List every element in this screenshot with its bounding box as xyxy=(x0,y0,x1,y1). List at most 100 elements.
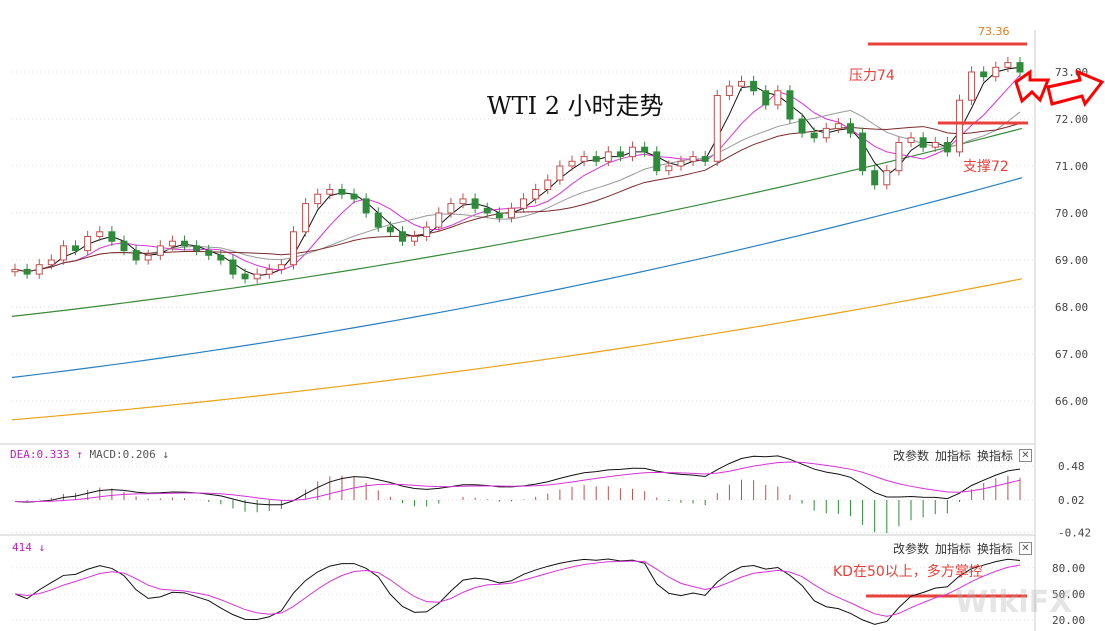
candle-body xyxy=(834,123,842,129)
kd-close-button[interactable]: ✕ xyxy=(1019,542,1032,555)
price-tick: 71.00 xyxy=(1055,160,1088,173)
price-tick: 70.00 xyxy=(1055,207,1088,220)
price-tick: 69.00 xyxy=(1055,254,1088,267)
kd-note: KD在50以上，多方掌控 xyxy=(833,564,983,580)
candle-body xyxy=(447,203,455,214)
candle-body xyxy=(992,66,1000,78)
candle-body xyxy=(883,170,891,186)
candle-body xyxy=(108,231,116,242)
candle-body xyxy=(181,240,189,247)
candle-body xyxy=(641,146,649,153)
candle-body xyxy=(495,212,503,219)
candle-body xyxy=(544,179,552,191)
candle-body xyxy=(326,189,334,195)
arrow-down-right-icon xyxy=(1014,69,1051,104)
watermark: WikiFX xyxy=(955,585,1073,620)
kd-tick: 50.00 xyxy=(1052,588,1085,601)
kd-change-params-button[interactable]: 改参数 xyxy=(893,542,930,556)
candle-body xyxy=(289,231,297,266)
candle-body xyxy=(520,198,528,209)
candle-body xyxy=(144,254,152,261)
candle-body xyxy=(725,85,733,96)
candle-body xyxy=(156,245,164,256)
candle-body xyxy=(132,250,140,261)
candle-body xyxy=(374,212,382,228)
candle-body xyxy=(120,240,128,252)
candle-body xyxy=(677,160,685,167)
price-tick: 72.00 xyxy=(1055,113,1088,126)
candle-body xyxy=(713,95,721,162)
candle-body xyxy=(411,236,419,242)
candle-body xyxy=(629,146,637,158)
candle-body xyxy=(507,207,515,219)
support-label: 支撑72 xyxy=(963,159,1009,175)
candle-body xyxy=(665,165,673,172)
candle-body xyxy=(47,259,55,266)
candle-body xyxy=(810,132,818,139)
candle-body xyxy=(483,207,491,214)
ma-line-18 xyxy=(14,122,1021,273)
macd-down-arrow-icon: ↓ xyxy=(162,448,169,461)
candle-body xyxy=(59,245,67,261)
candle-body xyxy=(471,198,479,209)
candle-body xyxy=(738,80,746,87)
candle-body xyxy=(750,80,758,92)
candle-body xyxy=(253,273,261,280)
k-line xyxy=(14,558,1021,625)
candle-body xyxy=(193,245,201,252)
dea-value: DEA:0.333 ↑ MACD:0.206 ↓ xyxy=(10,448,169,461)
candle-body xyxy=(798,118,806,134)
candle-body xyxy=(604,151,612,162)
ma-line-orange xyxy=(11,278,1023,421)
kd-add-indicator-button[interactable]: 加指标 xyxy=(935,542,972,556)
candle-body xyxy=(846,123,854,134)
kd-value: 414 ↓ xyxy=(12,541,45,554)
arrow-right-icon xyxy=(1046,69,1105,108)
candle-body xyxy=(580,156,588,162)
macd-change-params-button[interactable]: 改参数 xyxy=(893,449,930,463)
macd-switch-indicator-button[interactable]: 换指标 xyxy=(977,449,1014,463)
candle-body xyxy=(907,137,915,144)
macd-close-button[interactable]: ✕ xyxy=(1019,449,1032,462)
kd-tick: 20.00 xyxy=(1052,614,1085,627)
candle-body xyxy=(350,193,358,200)
price-tick: 68.00 xyxy=(1055,301,1088,314)
candle-body xyxy=(689,156,697,162)
candle-body xyxy=(362,198,370,214)
candle-body xyxy=(435,212,443,228)
candle-body xyxy=(762,90,770,106)
candle-body xyxy=(556,165,564,181)
resistance-label: 压力74 xyxy=(849,68,895,84)
candle-body xyxy=(277,264,285,270)
ma-line-blue xyxy=(11,177,1023,379)
candle-body xyxy=(1004,62,1012,68)
dea-line xyxy=(14,461,1021,503)
candle-body xyxy=(398,231,406,242)
candle-body xyxy=(859,132,867,172)
kd-switch-indicator-button[interactable]: 换指标 xyxy=(977,542,1014,556)
ma-line-green xyxy=(11,127,1023,317)
candle-body xyxy=(871,170,879,186)
candle-body xyxy=(72,245,80,252)
kd-tick: 80.00 xyxy=(1052,562,1085,575)
candle-body xyxy=(701,156,709,162)
candle-body xyxy=(338,189,346,195)
ma-line-12 xyxy=(14,109,1021,273)
price-tick: 66.00 xyxy=(1055,395,1088,408)
candle-body xyxy=(616,151,624,158)
candle-body xyxy=(822,127,830,139)
kd-down-arrow-icon: ↓ xyxy=(38,541,46,554)
candle-body xyxy=(265,268,273,275)
macd-tick: -0.42 xyxy=(1058,527,1091,540)
candle-body xyxy=(774,90,782,106)
candle-body xyxy=(35,264,43,275)
macd-add-indicator-button[interactable]: 加指标 xyxy=(935,449,972,463)
candle-body xyxy=(459,198,467,205)
macd-tick: 0.48 xyxy=(1058,460,1085,473)
candle-body xyxy=(217,254,225,261)
candle-body xyxy=(943,142,951,153)
candle-body xyxy=(968,71,976,101)
candle-body xyxy=(955,99,963,153)
candle-body xyxy=(168,240,176,247)
